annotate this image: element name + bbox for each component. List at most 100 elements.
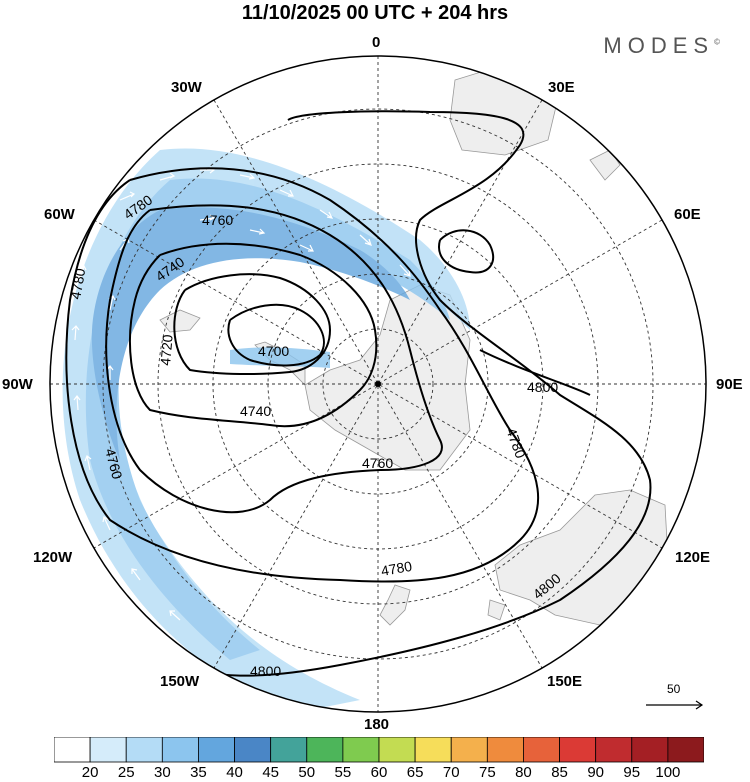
- colorbar-swatch: [523, 737, 560, 763]
- colorbar-swatch: [198, 737, 235, 763]
- wind-arrow: [319, 209, 334, 219]
- wind-arrow: [199, 214, 216, 221]
- colorbar-swatch: [559, 737, 597, 763]
- south-america-land: [159, 309, 201, 333]
- colorbar-tick-label: 75: [478, 764, 496, 781]
- contour-4760: [105, 204, 443, 514]
- contour-label: 4800: [527, 379, 558, 395]
- meridian-line: [213, 99, 543, 669]
- tasmania-land: [487, 599, 506, 621]
- contour-label: 4780: [67, 267, 88, 301]
- colorbar-swatch: [89, 737, 127, 763]
- meridian-line: [213, 99, 543, 669]
- wind-arrow: [79, 265, 87, 281]
- wind-arrow: [249, 228, 266, 235]
- meridian-line: [93, 219, 663, 549]
- colorbar-tick-label: 65: [406, 764, 424, 781]
- colorbar-swatch: [234, 737, 272, 763]
- lon-label-90w: 90W: [2, 376, 33, 393]
- contour-label: 4780: [503, 426, 529, 461]
- colorbar-tick-label: 90: [587, 764, 604, 781]
- wind-arrow: [84, 455, 92, 471]
- wind-arrow: [399, 264, 411, 277]
- land-masses: [159, 59, 669, 626]
- colorbar-tick-label: 40: [226, 764, 243, 781]
- lon-label-30w: 30W: [171, 79, 202, 96]
- wind-arrow: [279, 189, 294, 197]
- brand-logo: MODES©: [603, 33, 720, 59]
- contour-4800-ridge: [169, 110, 652, 677]
- colorbar: [54, 737, 704, 763]
- colorbar-swatch: [414, 737, 452, 763]
- wind-arrow: [169, 610, 181, 621]
- wind-arrow: [131, 568, 141, 581]
- contour-4700: [227, 303, 325, 367]
- colorbar-swatch: [486, 737, 524, 763]
- colorbar-tick-label: 20: [81, 764, 99, 781]
- colorbar-swatch: [378, 737, 416, 763]
- meridian-line: [93, 219, 663, 549]
- colorbar-tick-label: 80: [515, 764, 532, 781]
- wind-arrow: [359, 234, 372, 246]
- contour-closed-high: [438, 229, 495, 274]
- lon-label-120e: 120E: [675, 549, 711, 566]
- lon-label-60e: 60E: [674, 206, 701, 223]
- new-zealand-land: [379, 584, 411, 626]
- wind-arrow: [73, 395, 81, 411]
- colorbar-tick-label: 45: [262, 764, 279, 781]
- colorbar-tick-label: 25: [117, 764, 135, 781]
- lon-label-150w: 150W: [160, 673, 200, 690]
- vector-reference-label: 50: [667, 682, 681, 696]
- contour-label: 4720: [157, 334, 176, 367]
- lon-label-120w: 120W: [33, 549, 73, 566]
- lon-label-180: 180: [364, 716, 390, 733]
- lon-label-0: 0: [372, 34, 381, 51]
- lon-label-90e: 90E: [716, 376, 743, 393]
- colorbar-tick-label: 30: [153, 764, 171, 781]
- australia-land: [494, 489, 669, 626]
- contour-label: 4740: [240, 403, 271, 419]
- wind-arrow: [71, 325, 80, 341]
- colorbar-swatch: [450, 737, 488, 763]
- colorbar-swatch: [270, 737, 308, 763]
- latitude-circle: [102, 108, 654, 660]
- contour-4720: [173, 273, 332, 376]
- latitude-circle: [322, 328, 434, 440]
- contour-4800-inner: [479, 349, 591, 396]
- contour-label: 4780: [380, 558, 414, 579]
- africa-land: [449, 59, 561, 156]
- colorbar-tick-label: 85: [551, 764, 568, 781]
- wind-arrow: [102, 516, 111, 531]
- colorbar-swatch: [595, 737, 633, 763]
- contour-4740: [129, 242, 378, 428]
- jet-core-band: [91, 207, 410, 460]
- geopotential-contours: [65, 110, 652, 677]
- lon-label-30e: 30E: [548, 79, 575, 96]
- vector-reference-arrow: [646, 700, 704, 710]
- colorbar-tick-label: 35: [190, 764, 207, 781]
- south-pole-marker: [375, 381, 381, 387]
- colorbar-swatch: [125, 737, 163, 763]
- colorbar-tick-label: 60: [370, 764, 388, 781]
- colorbar-swatch: [161, 737, 199, 763]
- lon-label-60w: 60W: [44, 206, 75, 223]
- contour-4780-outer: [65, 167, 540, 583]
- wind-arrow: [119, 191, 136, 201]
- wind-arrow: [159, 172, 176, 181]
- graticule: [50, 56, 706, 712]
- colorbar-tick-label: 100: [655, 764, 681, 781]
- brand-name: MODES: [603, 33, 715, 58]
- madagascar-land: [589, 149, 621, 181]
- contour-label: 4760: [362, 455, 393, 471]
- map-title: 11/10/2025 00 UTC + 204 hrs: [241, 2, 509, 24]
- contour-label: 4700: [258, 343, 289, 359]
- wind-arrow: [239, 173, 256, 180]
- colorbar-swatch: [54, 737, 91, 763]
- wind-arrow: [299, 244, 314, 252]
- contour-label: 4760: [102, 447, 126, 481]
- contour-label: 4760: [202, 212, 233, 228]
- colorbar-swatch: [306, 737, 344, 763]
- colorbar-tick-label: 70: [442, 764, 460, 781]
- colorbar-swatch: [667, 737, 704, 763]
